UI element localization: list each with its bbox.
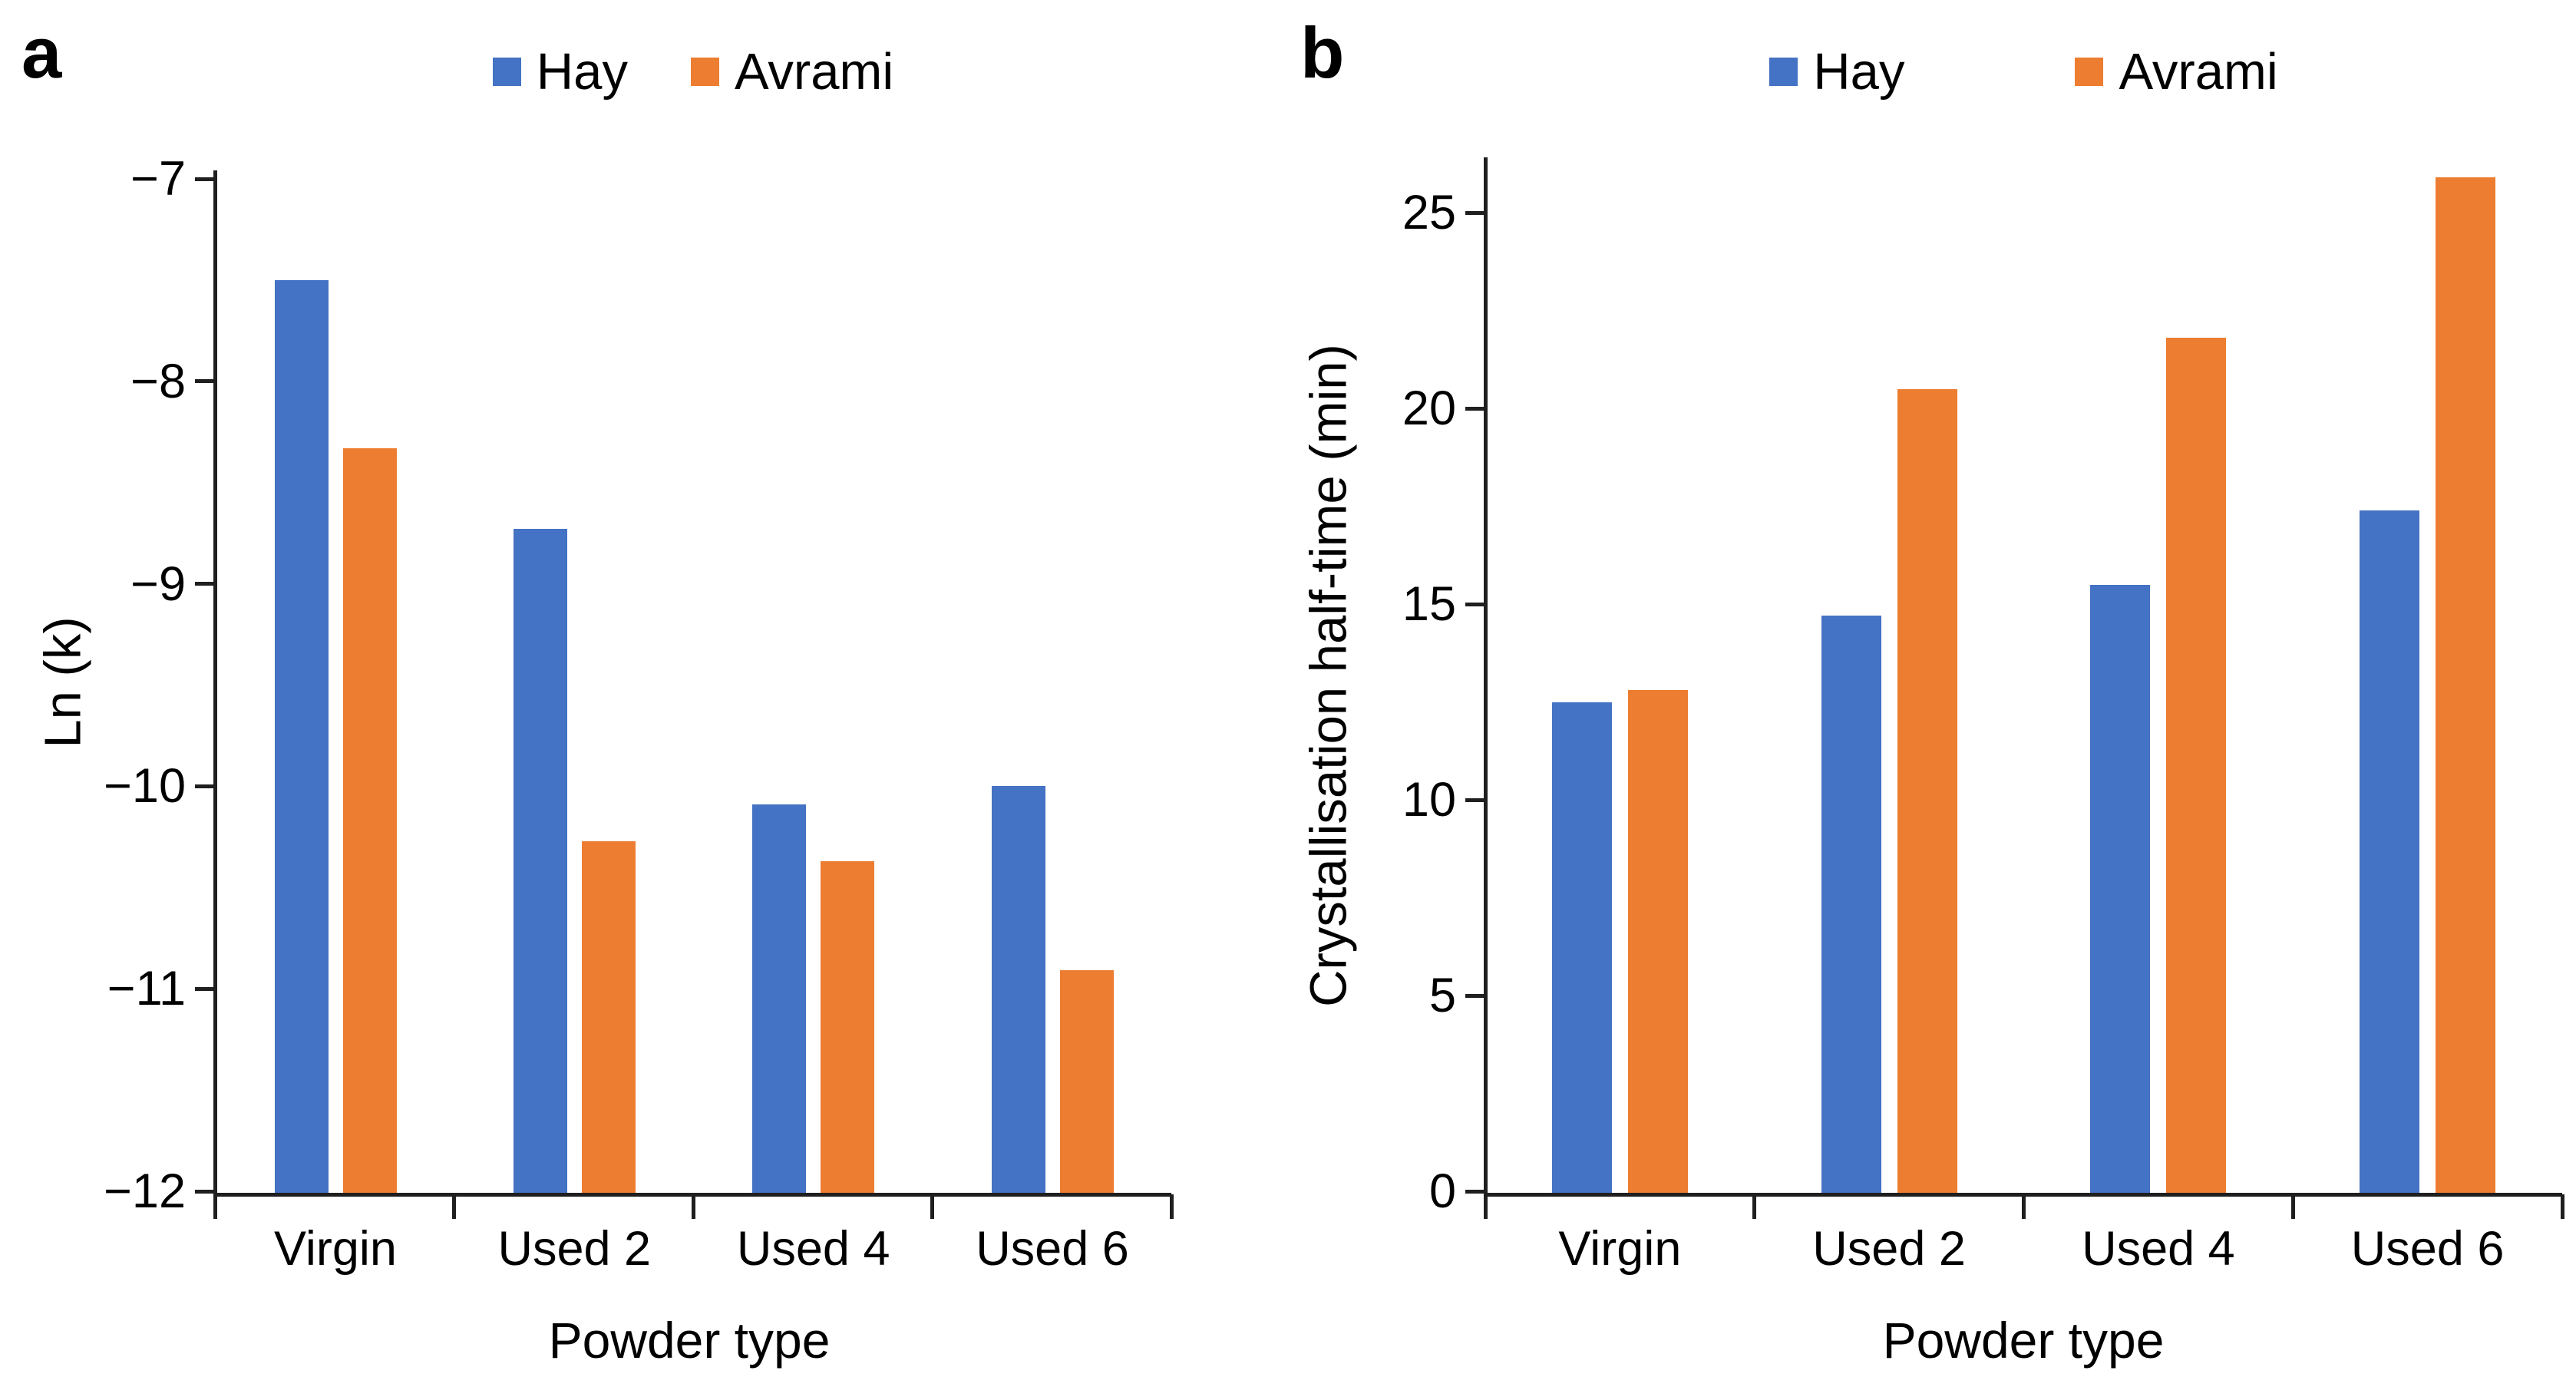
y-tick-label: −11 <box>107 962 186 1016</box>
legend-label-avrami: Avrami <box>2119 42 2278 101</box>
bar-avrami-used-4 <box>2166 338 2227 1193</box>
x-tick-mark <box>213 1194 217 1219</box>
bar-hay-virgin <box>1551 702 1612 1193</box>
bar-hay-used-4 <box>2090 584 2151 1193</box>
y-tick-label: 10 <box>1402 773 1456 827</box>
x-tick-mark <box>452 1194 456 1219</box>
x-tick-mark <box>691 1194 695 1219</box>
bar-avrami-used-6 <box>2436 177 2496 1193</box>
panel-a-legend: Hay Avrami <box>215 37 1171 106</box>
hay-swatch-icon <box>492 57 521 86</box>
legend-item-hay: Hay <box>492 42 628 101</box>
y-tick-mark <box>195 784 215 788</box>
legend-item-avrami: Avrami <box>2075 42 2278 101</box>
panel-b-y-axis-title: Crystallisation half-time (min) <box>1300 344 1358 1007</box>
y-tick-label: −7 <box>130 152 186 206</box>
y-tick-label: 0 <box>1428 1164 1456 1218</box>
x-tick-mark <box>1752 1194 1757 1219</box>
y-axis-line <box>1483 157 1488 1219</box>
panel-b-x-axis-title: Powder type <box>1882 1312 2165 1369</box>
y-tick-label: −12 <box>104 1164 186 1218</box>
x-category-label: Used 2 <box>497 1222 652 1276</box>
x-tick-mark <box>1169 1194 1174 1219</box>
bar-hay-virgin <box>274 279 329 1193</box>
x-tick-mark <box>2022 1194 2026 1219</box>
panel-b-legend: Hay Avrami <box>1485 37 2562 106</box>
y-tick-label: −10 <box>104 759 186 814</box>
y-tick-mark <box>195 582 215 586</box>
hay-swatch-icon <box>1769 57 1798 86</box>
y-tick-label: −8 <box>130 354 186 408</box>
y-tick-mark <box>1465 210 1485 215</box>
x-category-label: Used 4 <box>2082 1222 2235 1276</box>
y-tick-label: 20 <box>1402 381 1456 435</box>
x-tick-mark <box>2560 1194 2564 1219</box>
avrami-swatch-icon <box>2075 57 2104 86</box>
bar-hay-used-4 <box>752 804 807 1193</box>
legend-item-avrami: Avrami <box>690 42 894 101</box>
y-tick-label: −9 <box>130 556 186 611</box>
x-category-label: Used 4 <box>736 1222 890 1276</box>
x-category-label: Virgin <box>274 1222 397 1276</box>
y-tick-mark <box>195 379 215 384</box>
y-tick-mark <box>195 986 215 991</box>
legend-label-hay: Hay <box>536 42 628 101</box>
y-tick-mark <box>195 177 215 181</box>
y-tick-mark <box>1465 602 1485 606</box>
x-tick-mark <box>930 1194 934 1219</box>
y-tick-mark <box>1465 993 1485 998</box>
bar-avrami-used-2 <box>1897 388 1957 1193</box>
y-tick-label: 25 <box>1402 186 1456 239</box>
bar-avrami-used-2 <box>581 840 636 1193</box>
panel-a-letter: a <box>21 12 62 93</box>
x-category-label: Virgin <box>1558 1222 1682 1276</box>
y-tick-mark <box>1465 798 1485 802</box>
x-tick-mark <box>1483 1194 1488 1219</box>
panel-b-letter: b <box>1300 12 1345 93</box>
x-category-label: Used 2 <box>1812 1222 1966 1276</box>
y-tick-label: 5 <box>1428 969 1456 1022</box>
y-tick-mark <box>1465 1189 1485 1194</box>
bar-hay-used-6 <box>2360 510 2420 1193</box>
panel-a-x-axis-title: Powder type <box>548 1312 831 1369</box>
x-category-label: Used 6 <box>976 1222 1129 1276</box>
x-tick-mark <box>2290 1194 2295 1219</box>
y-tick-mark <box>1465 406 1485 411</box>
y-tick-mark <box>195 1189 215 1194</box>
bar-hay-used-6 <box>991 786 1045 1193</box>
legend-label-avrami: Avrami <box>734 42 894 101</box>
bar-avrami-used-6 <box>1059 970 1114 1193</box>
legend-label-hay: Hay <box>1813 42 1905 101</box>
bar-avrami-virgin <box>1627 690 1688 1193</box>
legend-item-hay: Hay <box>1769 42 1904 101</box>
y-axis-line <box>213 170 217 1219</box>
bar-hay-used-2 <box>1821 616 1881 1193</box>
y-tick-label: 15 <box>1402 577 1456 631</box>
bar-avrami-used-4 <box>821 861 875 1193</box>
avrami-swatch-icon <box>690 57 719 86</box>
bar-avrami-virgin <box>342 447 397 1193</box>
x-category-label: Used 6 <box>2350 1222 2505 1276</box>
bar-hay-used-2 <box>513 529 567 1193</box>
